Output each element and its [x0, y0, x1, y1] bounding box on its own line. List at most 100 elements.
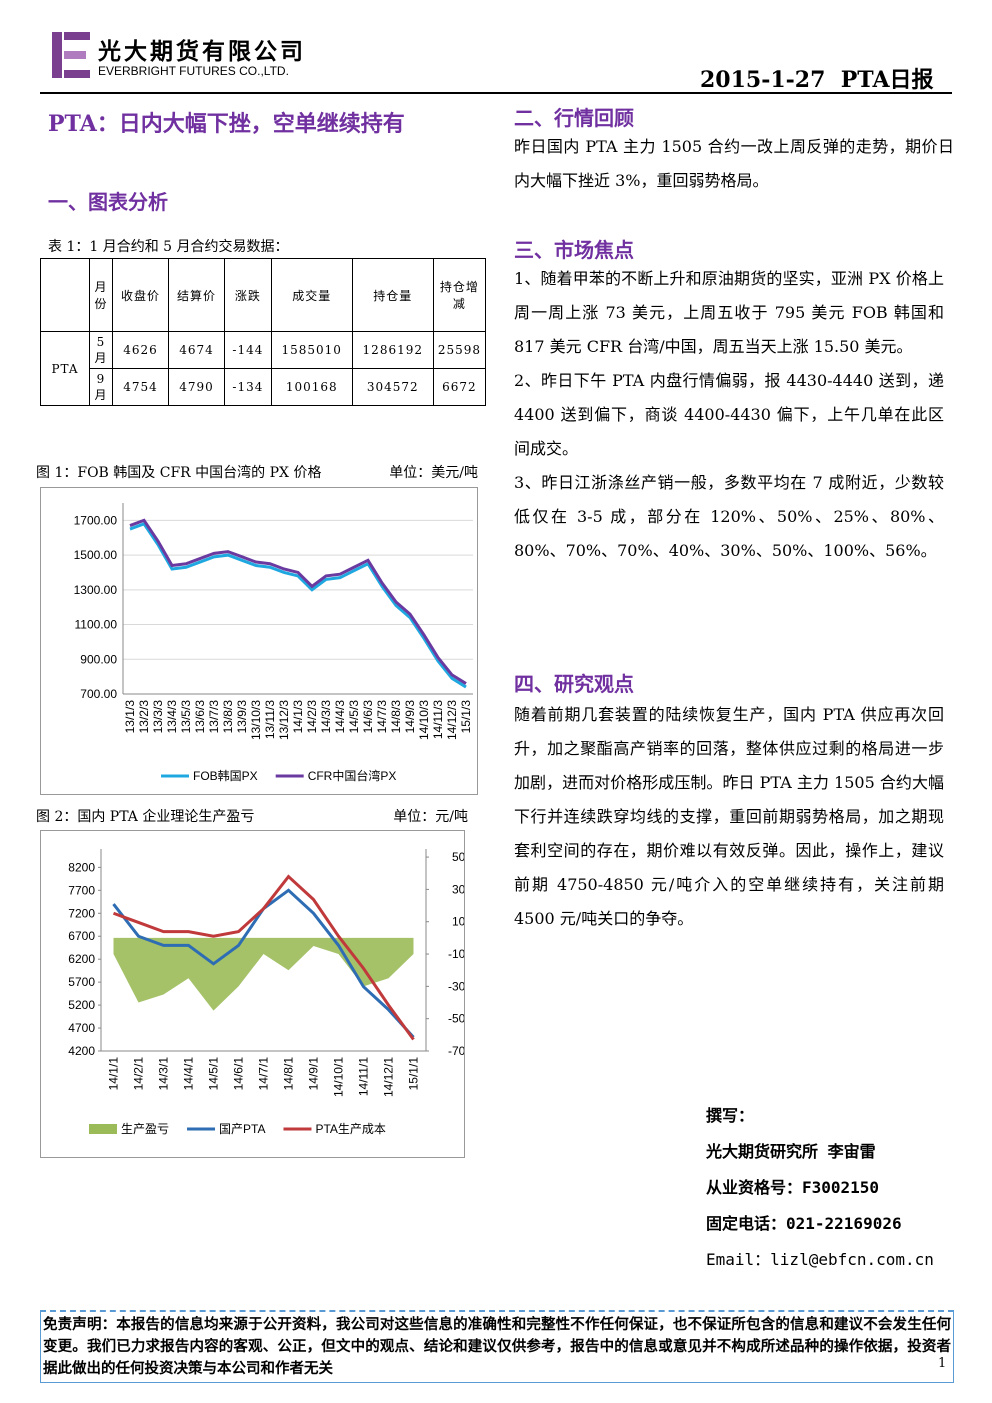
table-caption: 表 1：1 月合约和 5 月合约交易数据：: [48, 239, 289, 255]
y-tick-label: 1100.00: [75, 618, 118, 632]
line: [112, 874, 415, 1041]
paragraph: 1、随着甲苯的不断上升和原油期货的坚实，亚洲 PX 价格上周一周上涨 73 美元…: [514, 269, 944, 356]
table-cell: 收盘价: [111, 258, 170, 332]
table-row: 月份 收盘价 结算价 涨跌 成交量 持仓量 持仓增减: [40, 258, 487, 332]
report-name: PTA日报: [840, 67, 934, 93]
x-tick-label: 14/8/3: [389, 700, 403, 734]
y2-tick-label: 300: [452, 882, 465, 896]
logo: [52, 32, 90, 78]
y2-tick-label: -300: [448, 979, 465, 993]
y-tick-label: 6200: [68, 952, 95, 966]
caption: 图 1：FOB 韩国及 CFR 中国台湾的 PX 价格: [36, 465, 322, 481]
table-cell: 6672: [432, 368, 487, 406]
y-tick-label: 1300.00: [74, 583, 118, 597]
y-tick-label: 900.00: [80, 652, 117, 666]
x-tick-label: 14/11/3: [431, 700, 445, 739]
x-tick-label: 13/1/3: [123, 700, 137, 734]
x-tick-label: 14/7/3: [375, 700, 389, 734]
x-tick-label: 13/9/3: [235, 700, 249, 734]
y-tick-label: 5200: [68, 998, 95, 1012]
x-tick-label: 14/2/3: [305, 700, 319, 734]
x-tick-label: 14/11/1: [357, 1057, 371, 1096]
figure-caption: 图 2：国内 PTA 企业理论生产盈亏 单位：元/吨: [36, 806, 468, 826]
x-tick-label: 14/3/1: [157, 1057, 171, 1091]
page-number: 1: [938, 1356, 947, 1371]
author-line: Email：lizl@ebfcn.com.cn: [706, 1250, 934, 1269]
x-tick-label: 14/10/1: [332, 1057, 346, 1097]
paragraph: 3、昨日江浙涤丝产销一般，多数平均在 7 成附近，少数较低仅在 3-5 成，部分…: [514, 473, 944, 560]
table-cell: 9 月: [89, 368, 113, 406]
author-line: 固定电话：021-22169026: [706, 1214, 902, 1233]
y-tick-label: 6700: [68, 929, 95, 943]
x-tick-label: 13/5/3: [179, 700, 193, 734]
x-tick-label: 14/6/3: [361, 700, 375, 734]
date-text: 2015-1-27: [700, 67, 826, 93]
section-heading: 四、研究观点: [514, 672, 634, 696]
table-cell: 成交量: [270, 258, 353, 332]
data-table: 月份 收盘价 结算价 涨跌 成交量 持仓量 持仓增减 PTA 5 月 4626 4674 -144 15…: [40, 258, 487, 406]
chart: 4200 4700 5200 5700 6200 6700 7200 7700 8200 -700…: [40, 830, 465, 1158]
y-tick-label: 4200: [68, 1044, 95, 1058]
title: PTA：日内大幅下挫，空单继续持有: [48, 111, 405, 137]
x-tick-label: 14/8/1: [282, 1057, 296, 1091]
x-tick-label: 14/7/1: [257, 1057, 271, 1091]
x-tick-label: 13/2/3: [137, 700, 151, 734]
unit: 单位：元/吨: [393, 809, 468, 825]
table-cell: 100168: [270, 368, 353, 406]
table-cell: PTA: [40, 331, 90, 406]
table-cell: 结算价: [168, 258, 226, 332]
company-cn: 光大期货有限公司: [98, 38, 306, 65]
legend-label: CFR中国台湾PX: [308, 768, 397, 783]
table-row: PTA 5 月 4626 4674 -144 1585010 1286192 25598: [40, 331, 487, 406]
x-tick-label: 13/3/3: [151, 700, 165, 734]
x-tick-label: 14/12/3: [445, 700, 459, 740]
x-tick-label: 15/1/1: [407, 1057, 421, 1091]
figure-caption: 图 1：FOB 韩国及 CFR 中国台湾的 PX 价格 单位：美元/吨: [36, 462, 478, 482]
x-tick-label: 14/12/1: [382, 1057, 396, 1097]
section-heading: 一、图表分析: [48, 190, 168, 214]
x-tick-label: 14/9/1: [307, 1057, 321, 1091]
x-tick-label: 13/7/3: [207, 700, 221, 734]
section-heading: 三、市场焦点: [514, 238, 634, 262]
author-line: 撰写：: [706, 1106, 755, 1125]
caption: 图 2：国内 PTA 企业理论生产盈亏: [36, 809, 255, 825]
table-cell: [40, 258, 90, 332]
table-cell: 4626: [111, 331, 170, 369]
x-tick-label: 14/10/3: [417, 700, 431, 740]
x-tick-label: 14/1/1: [107, 1057, 121, 1091]
x-tick-label: 14/2/1: [132, 1057, 146, 1091]
table-row: 9 月 4754 4790 -134 100168 304572 6672: [41, 368, 487, 406]
disclaimer: 免责声明：本报告的信息均来源于公开资料，我公司对这些信息的准确性和完整性不作任何…: [40, 1310, 954, 1383]
table-cell: 5 月: [89, 331, 113, 369]
y2-tick-label: 100: [452, 915, 465, 929]
x-tick-label: 14/6/1: [232, 1057, 246, 1091]
table-cell: 4754: [111, 368, 170, 406]
list: 1、随着甲苯的不断上升和原油期货的坚实，亚洲 PX 价格上周一周上涨 73 美元…: [514, 262, 944, 568]
y2-tick-label: -100: [448, 947, 465, 961]
table-cell: 1585010: [270, 331, 353, 369]
x-tick-label: 13/6/3: [193, 700, 207, 734]
company-en: EVERBRIGHT FUTURES CO.,LTD.: [98, 64, 289, 78]
table-cell: 304572: [351, 368, 434, 406]
y-tick-label: 1500.00: [74, 548, 118, 562]
x-tick-label: 13/11/3: [263, 700, 277, 739]
paragraph: 2、昨日下午 PTA 内盘行情偏弱，报 4430-4440 送到，递 4400 …: [514, 371, 944, 458]
table-cell: 1286192: [351, 331, 434, 369]
chart: 700.00 900.00 1100.00 1300.00 1500.00 1700.00…: [40, 487, 478, 795]
paragraph: 随着前期几套装置的陆续恢复生产，国内 PTA 供应再次回升，加之聚酯高产销率的回…: [514, 705, 944, 928]
x-tick-label: 13/8/3: [221, 700, 235, 734]
paragraph: 昨日国内 PTA 主力 1505 合约一改上周反弹的走势，期价日内大幅下挫近 3…: [514, 137, 954, 190]
legend-label: 生产盈亏: [121, 1122, 169, 1136]
author-line: 从业资格号：F3002150: [706, 1178, 880, 1197]
x-tick-label: 14/3/3: [319, 700, 333, 734]
x-tick-label: 14/5/3: [347, 700, 361, 734]
table-cell: 4674: [168, 331, 226, 369]
x-tick-label: 14/1/3: [291, 700, 305, 734]
line: [129, 522, 467, 689]
x-tick-label: 14/4/3: [333, 700, 347, 734]
y2-tick-label: -700: [448, 1044, 465, 1058]
legend-label: 国产PTA: [219, 1122, 265, 1136]
x-tick-label: 15/1/3: [459, 700, 473, 734]
table-cell: 持仓量: [351, 258, 434, 332]
